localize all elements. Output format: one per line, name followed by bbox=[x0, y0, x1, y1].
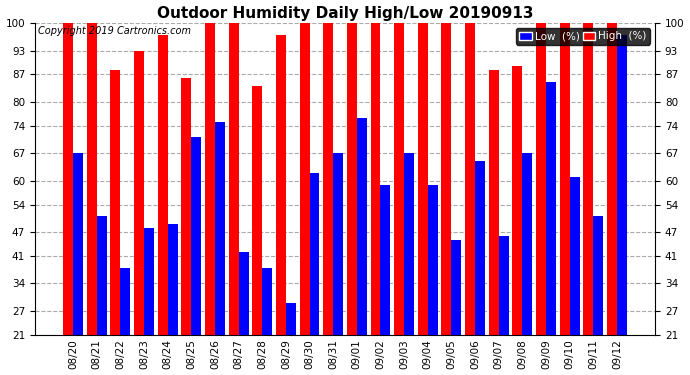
Bar bbox=[428, 185, 437, 375]
Bar bbox=[560, 23, 570, 375]
Bar bbox=[442, 23, 451, 375]
Bar bbox=[536, 23, 546, 375]
Bar bbox=[513, 66, 522, 375]
Bar bbox=[347, 23, 357, 375]
Bar bbox=[451, 240, 462, 375]
Bar bbox=[168, 224, 177, 375]
Bar bbox=[404, 153, 414, 375]
Bar bbox=[465, 23, 475, 375]
Bar bbox=[73, 153, 83, 375]
Bar bbox=[522, 153, 532, 375]
Bar bbox=[286, 303, 296, 375]
Bar bbox=[134, 51, 144, 375]
Bar bbox=[323, 23, 333, 375]
Bar bbox=[617, 35, 627, 375]
Bar bbox=[418, 23, 428, 375]
Bar bbox=[475, 161, 485, 375]
Bar bbox=[181, 78, 191, 375]
Bar bbox=[499, 236, 509, 375]
Bar bbox=[215, 122, 225, 375]
Bar bbox=[262, 268, 272, 375]
Bar bbox=[489, 70, 499, 375]
Bar bbox=[97, 216, 107, 375]
Bar bbox=[357, 118, 367, 375]
Bar bbox=[158, 35, 168, 375]
Bar bbox=[239, 252, 248, 375]
Bar bbox=[191, 138, 201, 375]
Bar bbox=[380, 185, 391, 375]
Bar bbox=[583, 23, 593, 375]
Bar bbox=[310, 173, 319, 375]
Title: Outdoor Humidity Daily High/Low 20190913: Outdoor Humidity Daily High/Low 20190913 bbox=[157, 6, 533, 21]
Bar bbox=[371, 23, 380, 375]
Bar bbox=[570, 177, 580, 375]
Bar bbox=[205, 23, 215, 375]
Legend: Low  (%), High  (%): Low (%), High (%) bbox=[516, 28, 650, 45]
Bar bbox=[607, 23, 617, 375]
Bar bbox=[228, 23, 239, 375]
Bar bbox=[253, 86, 262, 375]
Bar bbox=[120, 268, 130, 375]
Bar bbox=[299, 23, 310, 375]
Bar bbox=[394, 23, 404, 375]
Bar bbox=[144, 228, 154, 375]
Text: Copyright 2019 Cartronics.com: Copyright 2019 Cartronics.com bbox=[38, 26, 191, 36]
Bar bbox=[546, 82, 556, 375]
Bar bbox=[593, 216, 603, 375]
Bar bbox=[276, 35, 286, 375]
Bar bbox=[87, 23, 97, 375]
Bar bbox=[63, 23, 73, 375]
Bar bbox=[110, 70, 120, 375]
Bar bbox=[333, 153, 343, 375]
